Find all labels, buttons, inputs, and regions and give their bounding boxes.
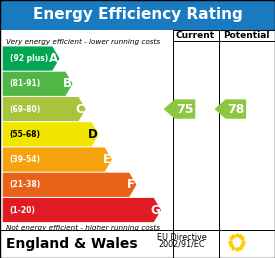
Text: (92 plus): (92 plus) — [10, 54, 48, 63]
Bar — [0, 0, 275, 30]
Polygon shape — [3, 97, 86, 121]
Text: Energy Efficiency Rating: Energy Efficiency Rating — [33, 7, 242, 22]
Text: (39-54): (39-54) — [10, 155, 41, 164]
Text: (69-80): (69-80) — [10, 104, 41, 114]
Text: Potential: Potential — [223, 31, 270, 40]
Text: Not energy efficient - higher running costs: Not energy efficient - higher running co… — [6, 224, 159, 231]
Polygon shape — [164, 99, 195, 119]
Text: 78: 78 — [227, 102, 244, 116]
Text: England & Wales: England & Wales — [6, 237, 137, 251]
Text: C: C — [76, 102, 85, 116]
Polygon shape — [214, 99, 246, 119]
Text: EU Directive: EU Directive — [157, 233, 206, 243]
Text: G: G — [150, 204, 160, 216]
Text: (81-91): (81-91) — [10, 79, 41, 88]
Polygon shape — [3, 72, 73, 96]
Polygon shape — [3, 147, 112, 172]
Text: (55-68): (55-68) — [10, 130, 41, 139]
Text: D: D — [88, 128, 98, 141]
Text: 75: 75 — [176, 102, 194, 116]
Text: (1-20): (1-20) — [10, 206, 35, 215]
Text: (21-38): (21-38) — [10, 180, 41, 189]
Text: Very energy efficient - lower running costs: Very energy efficient - lower running co… — [6, 39, 159, 45]
Polygon shape — [3, 198, 161, 222]
Polygon shape — [3, 46, 59, 71]
Text: Current: Current — [176, 31, 215, 40]
Text: B: B — [62, 77, 72, 90]
Text: 2002/91/EC: 2002/91/EC — [158, 240, 205, 249]
Text: E: E — [103, 153, 111, 166]
Polygon shape — [3, 122, 99, 146]
Text: A: A — [49, 52, 58, 65]
Polygon shape — [3, 173, 136, 197]
Text: F: F — [127, 178, 135, 191]
